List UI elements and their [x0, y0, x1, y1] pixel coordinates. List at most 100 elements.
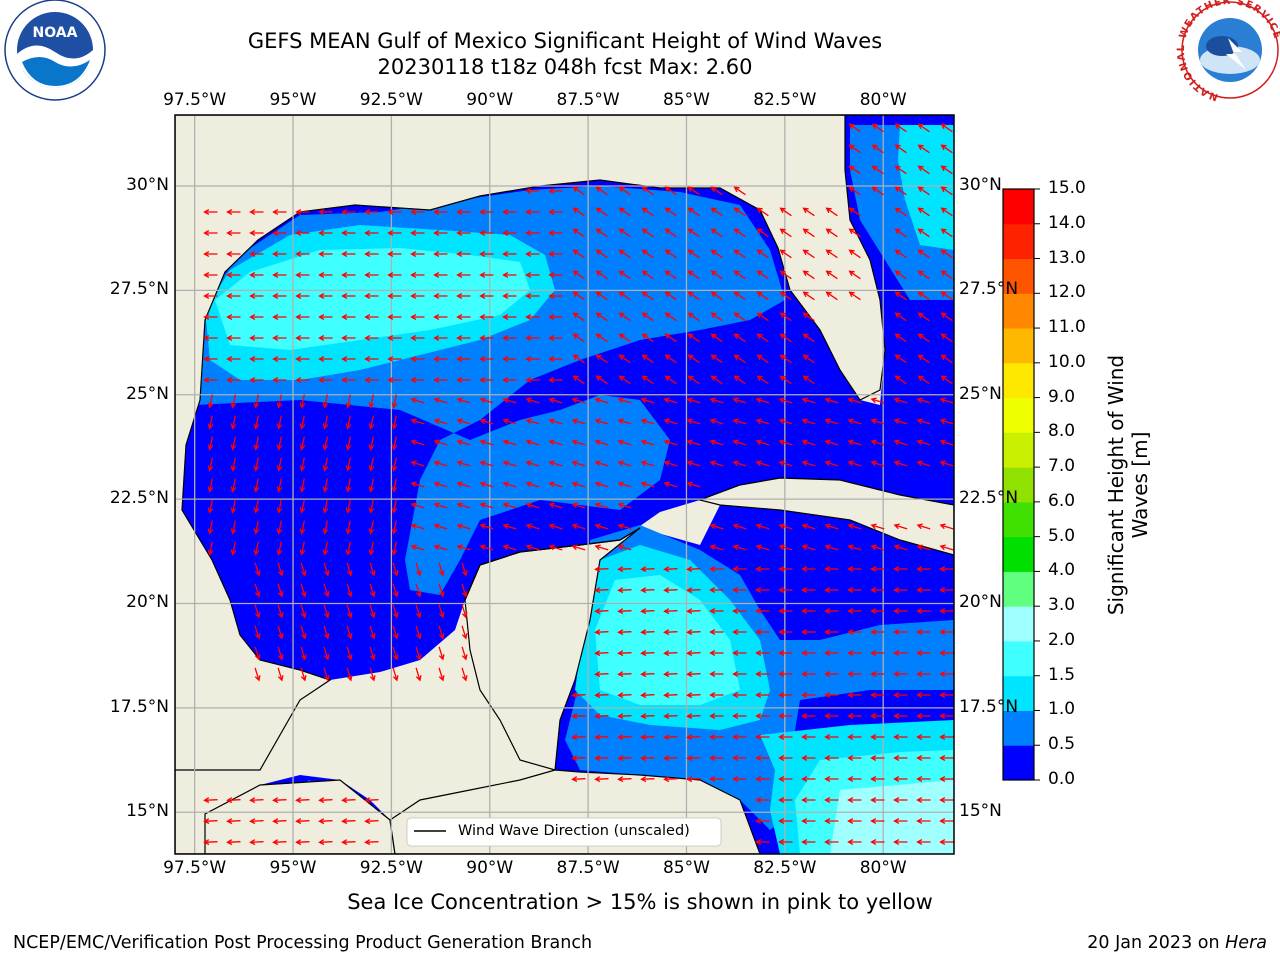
wind-arrow — [595, 270, 608, 280]
wind-arrow — [894, 375, 907, 385]
wind-arrow — [779, 270, 792, 280]
colorbar-segment — [1003, 675, 1034, 711]
wind-arrow — [456, 251, 471, 257]
wind-arrow — [572, 270, 585, 280]
wind-arrow — [276, 436, 283, 451]
wind-arrow — [870, 439, 885, 446]
wind-arrow — [755, 650, 770, 656]
wind-arrow — [894, 312, 907, 322]
wind-arrow — [433, 418, 448, 425]
wind-arrow — [940, 270, 953, 280]
wind-arrow — [732, 629, 747, 635]
wind-arrow — [548, 251, 563, 257]
wind-arrow — [203, 209, 218, 215]
wind-arrow — [779, 249, 792, 259]
wind-arrow — [415, 646, 422, 661]
wind-arrow — [663, 397, 678, 404]
wind-arrow — [433, 377, 448, 383]
wind-arrow — [295, 797, 310, 804]
wind-arrow — [277, 667, 284, 682]
wind-arrow — [870, 692, 885, 698]
wind-arrow — [733, 291, 746, 301]
wind-arrow — [802, 249, 815, 259]
wind-arrow — [253, 457, 260, 472]
wind-arrow — [415, 625, 422, 640]
wind-arrow — [323, 646, 330, 661]
wind-arrow — [318, 797, 333, 804]
wind-arrow — [249, 293, 264, 299]
wind-arrow — [871, 165, 884, 175]
wind-arrow — [364, 209, 379, 215]
wind-arrow — [346, 646, 353, 661]
wind-arrow — [276, 520, 283, 535]
wind-arrow — [709, 692, 724, 698]
wind-arrow — [847, 418, 862, 425]
wind-arrow — [410, 230, 425, 236]
wind-arrow — [755, 629, 770, 635]
lat-label-left: 17.5°N — [109, 696, 169, 717]
wind-arrow — [410, 439, 425, 446]
wind-arrow — [456, 502, 471, 509]
wind-arrow — [272, 377, 287, 383]
wind-arrow — [226, 818, 241, 825]
wind-arrow — [595, 207, 608, 217]
lat-label-right: 20°N — [959, 592, 1002, 613]
wind-arrow — [295, 293, 310, 299]
wind-arrow — [595, 312, 608, 322]
wind-arrow — [710, 312, 723, 322]
lon-label-bottom: 97.5°W — [163, 858, 227, 878]
wind-arrow — [801, 523, 816, 530]
wind-arrow — [824, 439, 839, 446]
colorbar-tick-label: 1.0 — [1048, 699, 1076, 720]
wind-arrow — [870, 608, 885, 614]
wind-arrow — [300, 625, 307, 640]
wind-arrow — [277, 646, 284, 661]
wind-arrow — [253, 541, 260, 556]
wind-arrow — [755, 818, 770, 824]
wind-arrow — [916, 818, 931, 824]
lon-label-bottom: 87.5°W — [556, 858, 620, 878]
wind-arrow — [548, 544, 563, 551]
wind-arrow — [870, 797, 885, 803]
wind-arrow — [572, 291, 585, 301]
wind-arrow — [778, 566, 793, 572]
wind-arrow — [940, 333, 953, 343]
wind-arrow — [387, 356, 402, 362]
wind-arrow — [848, 186, 861, 196]
wind-arrow — [456, 481, 471, 488]
wind-arrow — [686, 566, 701, 573]
wind-arrow — [502, 377, 517, 383]
wind-arrow — [894, 165, 907, 175]
wind-arrow — [663, 481, 678, 488]
wind-arrow — [733, 270, 746, 280]
wind-arrow — [893, 755, 908, 761]
wind-arrow — [461, 583, 468, 598]
wind-arrow — [893, 523, 908, 530]
wind-arrow — [368, 541, 375, 556]
wind-arrow — [617, 502, 632, 509]
colorbar-tick-label: 9.0 — [1048, 386, 1076, 407]
wind-arrow — [687, 291, 700, 301]
wind-arrow — [893, 460, 908, 467]
wind-arrow — [392, 583, 399, 598]
wind-arrow — [802, 207, 815, 217]
footer-credit: NCEP/EMC/Verification Post Processing Pr… — [13, 933, 593, 953]
wind-arrow — [249, 818, 264, 825]
wind-arrow — [686, 755, 701, 762]
wind-arrow — [801, 755, 816, 761]
wind-arrow — [825, 207, 838, 217]
wind-arrow — [572, 228, 585, 238]
wind-arrow — [824, 776, 839, 782]
wind-arrow — [415, 562, 422, 577]
wind-arrow — [870, 776, 885, 782]
wind-arrow — [686, 439, 701, 446]
wind-arrow — [710, 249, 723, 259]
wind-arrow — [940, 144, 953, 154]
wind-arrow — [801, 460, 816, 467]
wind-arrow — [548, 418, 563, 425]
yucatan-coast — [464, 527, 641, 601]
wind-arrow — [318, 818, 333, 825]
wind-arrow — [346, 562, 353, 577]
wind-arrow — [364, 797, 379, 804]
